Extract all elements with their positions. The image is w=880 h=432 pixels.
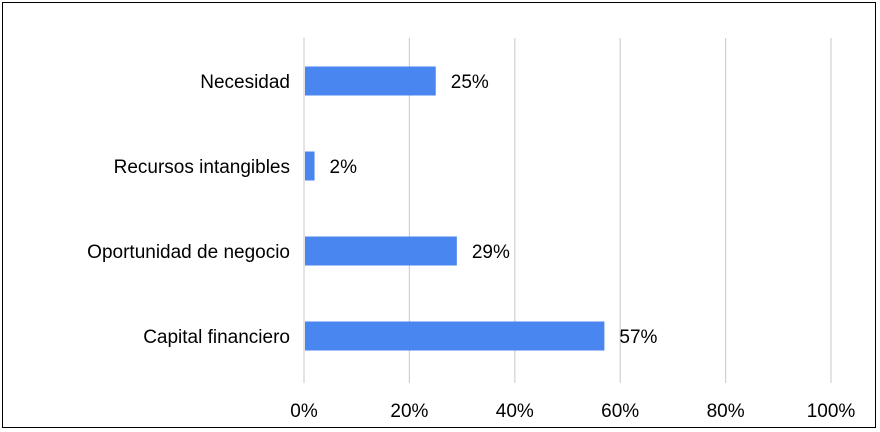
- bar: [305, 66, 436, 96]
- category-label: Capital financiero: [143, 327, 290, 348]
- bar: [305, 321, 605, 351]
- x-tick-label: 40%: [496, 401, 534, 422]
- data-label: 29%: [472, 242, 510, 263]
- data-label: 25%: [451, 72, 489, 93]
- data-label: 57%: [619, 327, 657, 348]
- labels: 0% 20% 40% 60% 80% 100% Necesidad 25% Recursos i…: [87, 72, 855, 422]
- x-tick-label: 80%: [707, 401, 745, 422]
- chart-frame: 0% 20% 40% 60% 80% 100% Necesidad 25% Recursos i…: [2, 2, 876, 428]
- category-label: Necesidad: [200, 72, 290, 93]
- bar: [305, 236, 457, 266]
- x-tick-label: 100%: [807, 401, 856, 422]
- bar: [305, 151, 315, 181]
- x-tick-label: 20%: [390, 401, 428, 422]
- category-label: Oportunidad de negocio: [87, 242, 290, 263]
- data-label: 2%: [330, 157, 358, 178]
- category-label: Recursos intangibles: [114, 157, 290, 178]
- bar-chart: 0% 20% 40% 60% 80% 100% Necesidad 25% Recursos i…: [87, 38, 855, 422]
- x-tick-label: 60%: [601, 401, 639, 422]
- x-tick-label: 0%: [290, 401, 318, 422]
- bars: [305, 66, 605, 351]
